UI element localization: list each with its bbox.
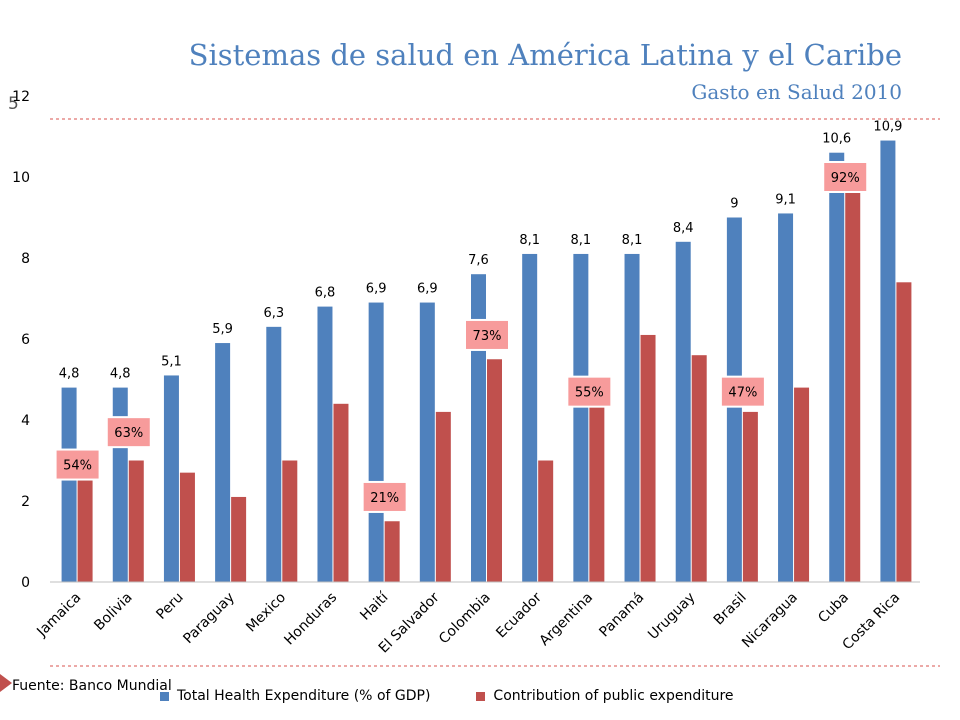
x-tick-label: Brasil bbox=[711, 590, 750, 629]
percent-callout-label: 73% bbox=[473, 329, 502, 344]
x-tick-label: Ecuador bbox=[493, 589, 545, 641]
percent-callout-label: 21% bbox=[370, 491, 399, 506]
bar-total bbox=[573, 253, 589, 582]
percent-callout-box bbox=[566, 375, 613, 408]
y-tick-label: 12 bbox=[12, 89, 30, 105]
data-label: 8,4 bbox=[673, 221, 694, 236]
bar-public bbox=[435, 411, 451, 582]
bar-public bbox=[742, 411, 758, 582]
x-tick-label: Colombia bbox=[436, 590, 494, 648]
y-tick-label: 8 bbox=[21, 251, 30, 267]
slide-title: Sistemas de salud en América Latina y el… bbox=[188, 38, 902, 72]
x-tick-label: Uruguay bbox=[645, 590, 698, 643]
bar-public bbox=[333, 403, 349, 582]
percent-callout-box bbox=[719, 375, 766, 408]
bar-public bbox=[640, 334, 656, 582]
legend-item-total: Total Health Expenditure (% of GDP) bbox=[160, 688, 430, 704]
x-tick-label: Paraguay bbox=[180, 590, 238, 648]
data-label: 4,8 bbox=[110, 367, 131, 382]
slide-subtitle: Gasto en Salud 2010 bbox=[691, 80, 902, 104]
bar-total bbox=[215, 343, 231, 582]
slide-number: 5 bbox=[8, 94, 19, 114]
x-tick-label: Haití bbox=[357, 589, 392, 624]
legend-label-public: Contribution of public expenditure bbox=[493, 688, 734, 704]
source-note: Fuente: Banco Mundial bbox=[12, 678, 172, 694]
bar-public bbox=[896, 282, 912, 582]
bar-total bbox=[522, 253, 538, 582]
bar-public bbox=[128, 460, 144, 582]
data-label: 6,8 bbox=[315, 286, 336, 301]
x-tick-label: Peru bbox=[153, 590, 186, 623]
footer-arrow-icon bbox=[0, 674, 12, 692]
bar-total bbox=[163, 375, 179, 582]
x-tick-label: Panamá bbox=[596, 590, 647, 641]
data-label: 10,9 bbox=[873, 120, 902, 135]
bar-public bbox=[179, 472, 195, 582]
data-label: 5,1 bbox=[161, 354, 182, 369]
bar-public bbox=[282, 460, 298, 582]
x-tick-label: Nicaragua bbox=[739, 590, 801, 652]
percent-callout-box bbox=[822, 161, 869, 193]
percent-callout-box bbox=[54, 448, 101, 481]
data-label: 10,6 bbox=[822, 132, 851, 147]
percent-callout-label: 54% bbox=[63, 459, 92, 474]
bar-total bbox=[368, 302, 384, 582]
x-tick-label: Mexico bbox=[243, 590, 289, 636]
legend-label-total: Total Health Expenditure (% of GDP) bbox=[177, 688, 431, 704]
x-tick-label: Argentina bbox=[537, 590, 597, 650]
bar-public bbox=[231, 496, 247, 582]
percent-callout-label: 47% bbox=[728, 386, 757, 401]
percent-callout-label: 92% bbox=[831, 171, 860, 186]
y-tick-label: 4 bbox=[21, 413, 30, 429]
bar-public bbox=[589, 403, 605, 582]
legend-item-public: Contribution of public expenditure bbox=[476, 688, 734, 704]
bar-total bbox=[61, 387, 77, 582]
legend-swatch-public bbox=[476, 691, 486, 701]
y-tick-label: 6 bbox=[21, 332, 30, 348]
percent-callout-box bbox=[361, 480, 408, 513]
legend-swatch-total bbox=[160, 691, 169, 701]
bar-total bbox=[880, 140, 896, 583]
bar-public bbox=[794, 387, 810, 582]
bar-public bbox=[384, 521, 400, 582]
bar-public bbox=[691, 355, 707, 582]
x-tick-label: Jamaica bbox=[33, 590, 84, 641]
data-label: 8,1 bbox=[622, 233, 643, 248]
bar-total bbox=[266, 326, 282, 582]
bar-total bbox=[624, 253, 640, 582]
percent-callout-label: 55% bbox=[575, 386, 604, 401]
x-tick-label: Cuba bbox=[815, 590, 852, 627]
data-label: 7,6 bbox=[468, 253, 489, 268]
data-label: 8,1 bbox=[571, 233, 592, 248]
bar-public bbox=[77, 476, 93, 582]
bar-total bbox=[778, 213, 794, 582]
chart-legend: Total Health Expenditure (% of GDP) Cont… bbox=[160, 688, 734, 704]
data-label: 9 bbox=[730, 197, 738, 212]
data-label: 6,3 bbox=[263, 306, 284, 321]
bar-total bbox=[829, 152, 845, 582]
data-label: 6,9 bbox=[366, 282, 387, 297]
bar-total bbox=[675, 241, 691, 583]
y-tick-label: 2 bbox=[21, 494, 30, 510]
percent-callout-box bbox=[105, 416, 152, 449]
percent-callout-label: 63% bbox=[114, 426, 143, 441]
bar-total bbox=[317, 306, 333, 582]
bar-public bbox=[538, 460, 554, 582]
data-label: 4,8 bbox=[59, 367, 80, 382]
data-label: 9,1 bbox=[775, 192, 796, 207]
data-label: 5,9 bbox=[212, 322, 233, 337]
bar-total bbox=[471, 274, 486, 582]
bar-total bbox=[419, 302, 435, 582]
data-label: 8,1 bbox=[519, 233, 540, 248]
x-tick-label: Honduras bbox=[281, 590, 340, 649]
percent-callout-box bbox=[464, 318, 510, 351]
bar-public bbox=[487, 359, 502, 582]
x-tick-label: Bolivia bbox=[91, 590, 135, 634]
bar-public bbox=[845, 189, 861, 582]
y-tick-label: 10 bbox=[12, 170, 30, 186]
data-label: 6,9 bbox=[417, 282, 438, 297]
y-tick-label: 0 bbox=[21, 575, 30, 591]
